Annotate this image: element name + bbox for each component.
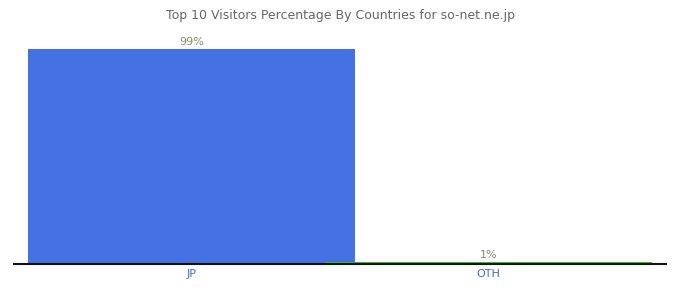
- Text: 99%: 99%: [180, 37, 204, 47]
- Bar: [325, 262, 651, 264]
- Text: Top 10 Visitors Percentage By Countries for so-net.ne.jp: Top 10 Visitors Percentage By Countries …: [165, 9, 515, 22]
- Text: 1%: 1%: [479, 250, 497, 260]
- Bar: [29, 49, 355, 264]
